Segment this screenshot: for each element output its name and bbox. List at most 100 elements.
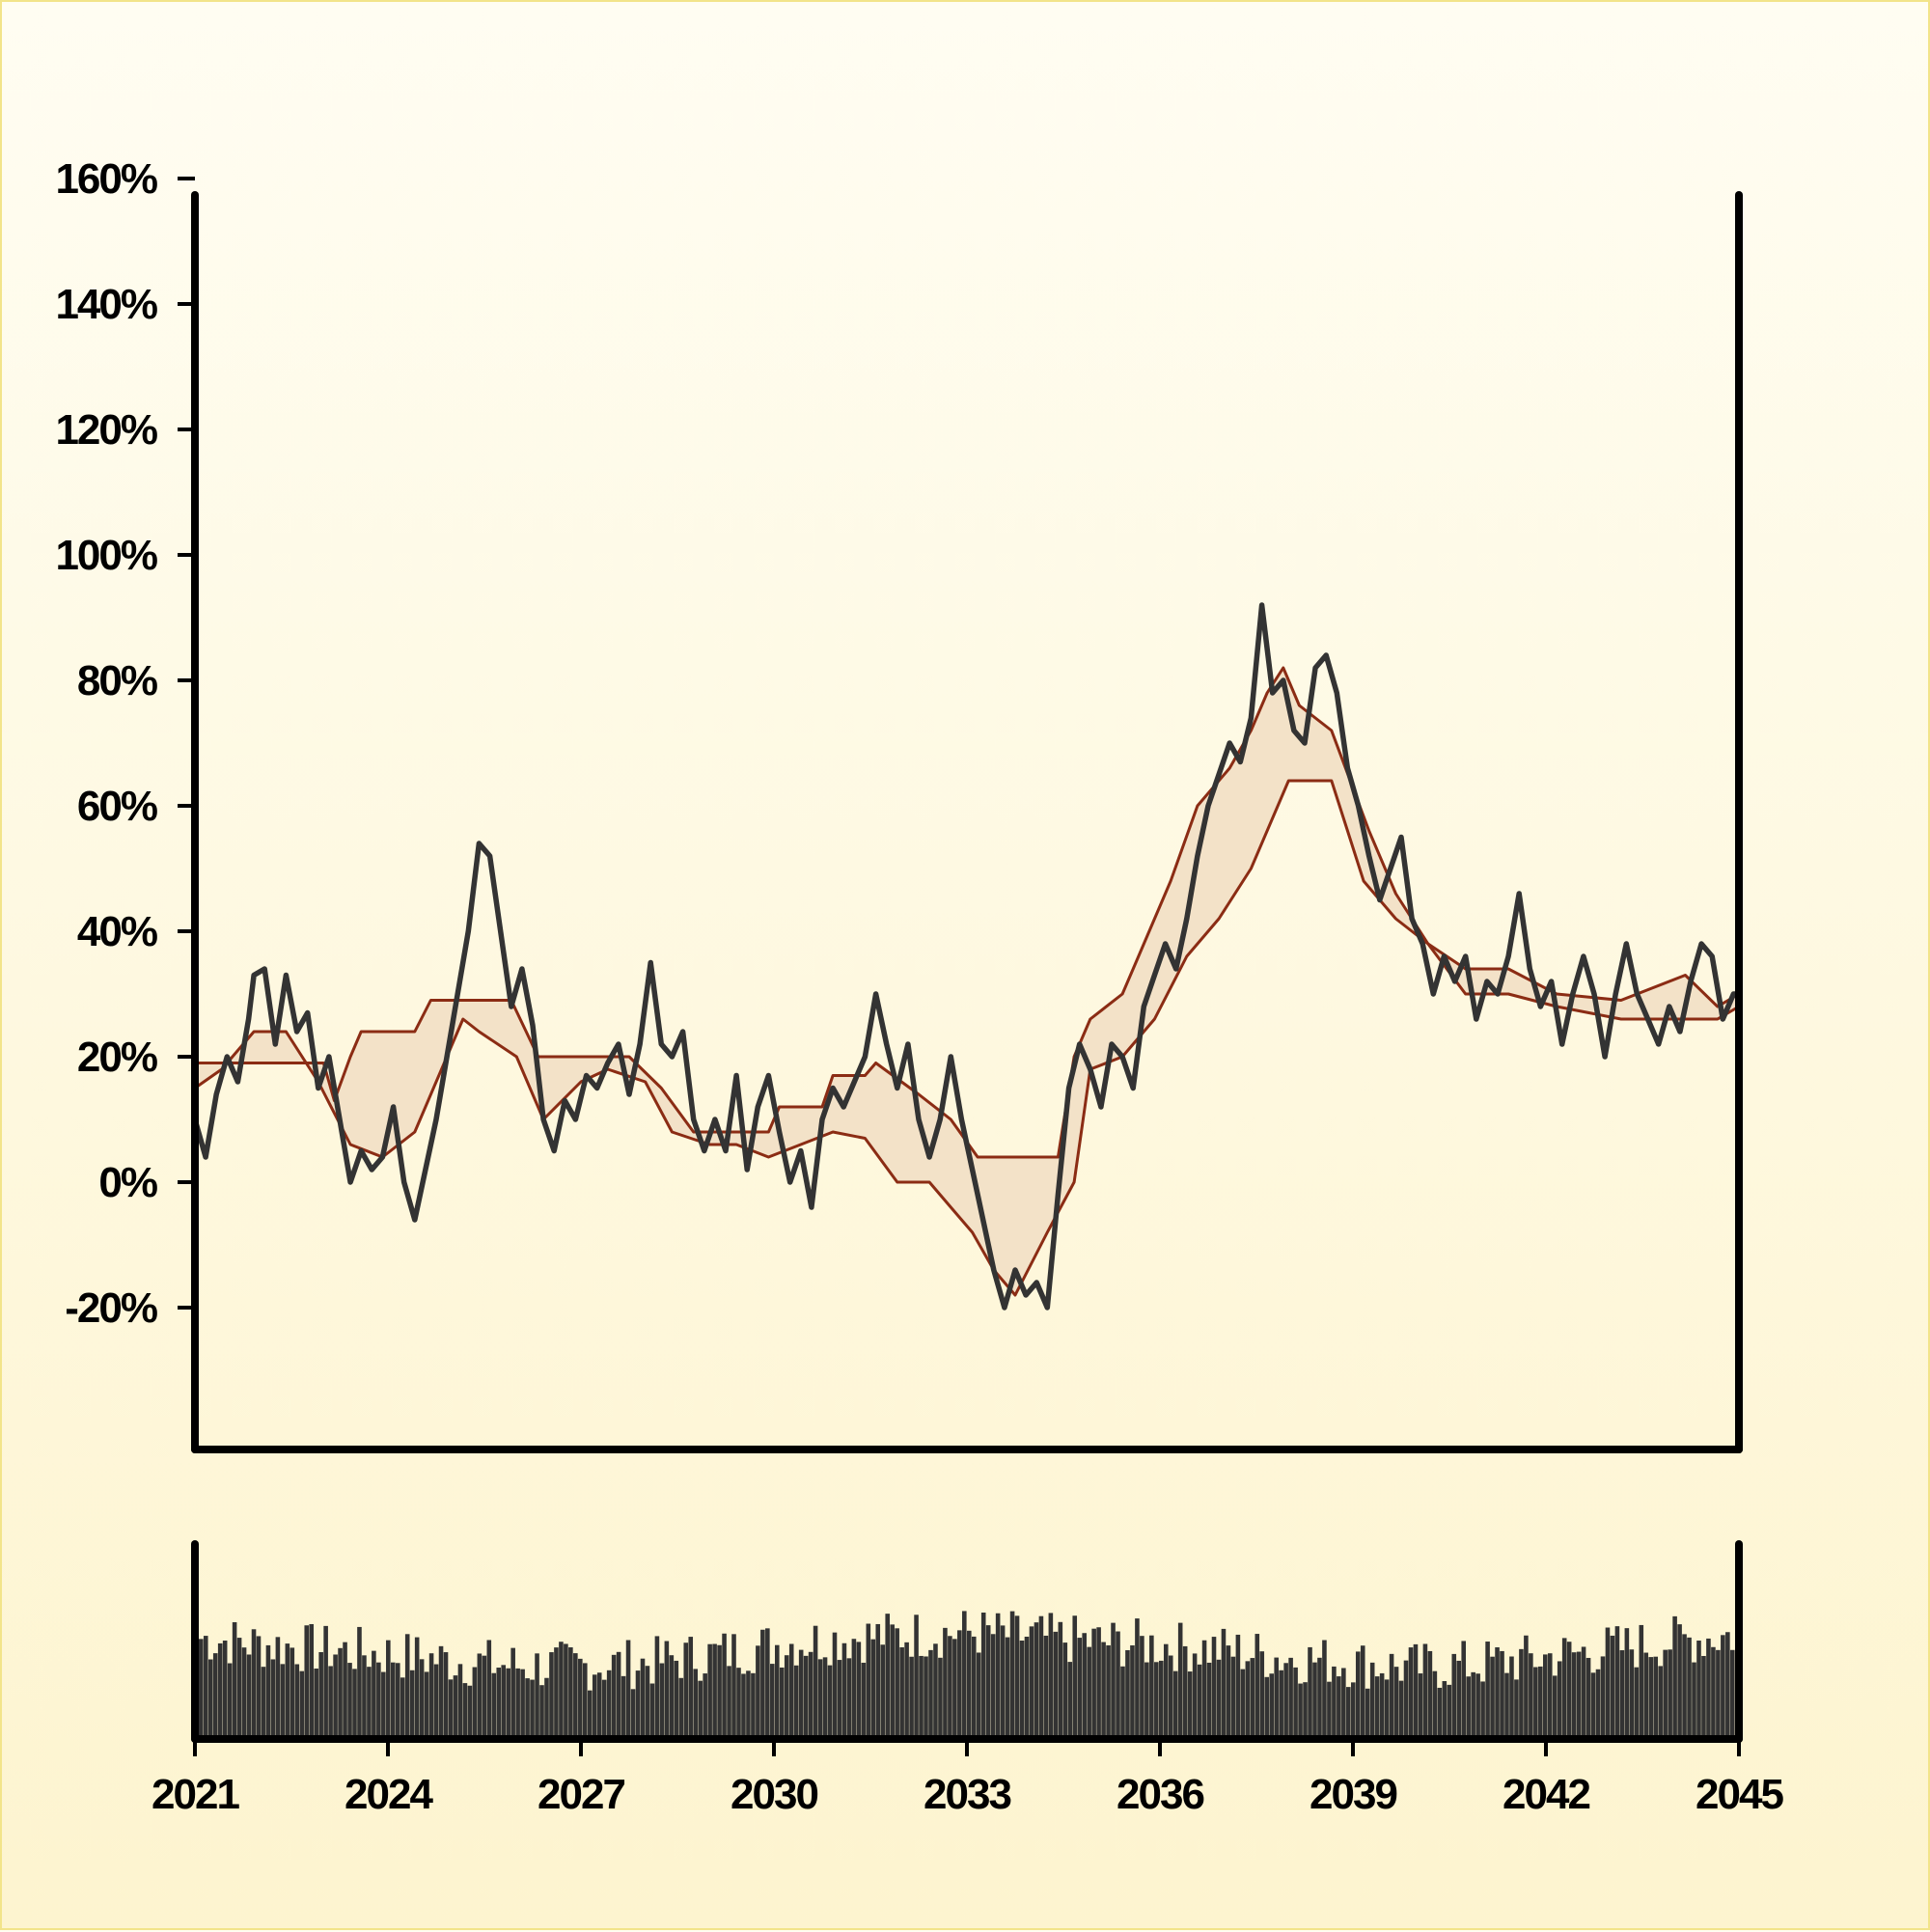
volume-bar [520, 1669, 525, 1739]
volume-bar [1140, 1636, 1144, 1739]
volume-bar [1533, 1667, 1538, 1739]
volume-bar [1293, 1667, 1298, 1739]
volume-bar [635, 1670, 641, 1739]
volume-bar [347, 1663, 352, 1739]
volume-bar [400, 1677, 405, 1739]
x-tick-label: 2030 [731, 1771, 817, 1818]
volume-bar [285, 1643, 290, 1739]
volume-bar [1279, 1670, 1283, 1739]
volume-bar [1552, 1675, 1558, 1739]
volume-bar [899, 1647, 904, 1739]
volume-bar [837, 1660, 842, 1739]
volume-bar [472, 1667, 478, 1739]
volume-bar [1283, 1663, 1288, 1739]
volume-bar [1466, 1676, 1471, 1739]
volume-bar [1365, 1688, 1370, 1739]
volume-bar [265, 1644, 271, 1739]
volume-bar [1211, 1637, 1217, 1739]
volume-bar [404, 1634, 410, 1739]
volume-bar [645, 1666, 650, 1739]
volume-bar [914, 1615, 919, 1739]
volume-bar [1312, 1662, 1317, 1739]
volume-bar [1192, 1653, 1198, 1739]
volume-bar [1398, 1680, 1404, 1739]
volume-bar [438, 1645, 444, 1739]
volume-bar [851, 1639, 857, 1739]
volume-bar [990, 1634, 996, 1739]
volume-bar [1024, 1636, 1030, 1739]
volume-bar [1427, 1650, 1433, 1739]
volume-bar [948, 1636, 952, 1739]
volume-bar [583, 1663, 588, 1739]
volume-bar [1389, 1653, 1394, 1739]
volume-bar [1538, 1666, 1543, 1739]
volume-bar [381, 1671, 386, 1739]
volume-bar [1634, 1667, 1640, 1739]
volume-bar [564, 1643, 568, 1739]
volume-bar [352, 1669, 357, 1739]
volume-bar [256, 1636, 262, 1739]
volume-bar [793, 1665, 799, 1739]
y-tick-label: 100% [55, 532, 156, 579]
volume-bar [846, 1658, 852, 1739]
volume-bar [1442, 1681, 1448, 1739]
volume-bar [428, 1653, 434, 1739]
x-tick-label: 2027 [538, 1771, 624, 1818]
volume-bar [270, 1659, 276, 1739]
y-tick-label: 80% [77, 657, 157, 704]
volume-bar [678, 1677, 684, 1739]
volume-bar [985, 1625, 991, 1739]
volume-bar [554, 1647, 559, 1739]
volume-bar [486, 1640, 492, 1739]
volume-bars [199, 1611, 1735, 1739]
volume-bar [952, 1639, 957, 1739]
volume-bar [323, 1625, 328, 1739]
volume-bar [559, 1642, 564, 1739]
x-tick-label: 2042 [1503, 1771, 1589, 1818]
volume-bar [1058, 1621, 1063, 1739]
volume-bar [712, 1643, 717, 1739]
volume-bar [611, 1654, 617, 1739]
volume-bar [1197, 1664, 1202, 1739]
volume-bar [299, 1670, 305, 1739]
volume-bar [433, 1664, 439, 1739]
volume-bar [674, 1660, 679, 1739]
volume-bar [530, 1679, 535, 1739]
volume-bar [1096, 1627, 1101, 1739]
volume-bar [765, 1628, 770, 1739]
volume-bar [1379, 1672, 1385, 1739]
volume-bar [376, 1662, 381, 1739]
volume-bar [1475, 1673, 1480, 1739]
volume-bar [506, 1668, 510, 1739]
volume-bar [357, 1626, 362, 1739]
x-tick-label: 2045 [1696, 1771, 1783, 1818]
volume-bar [453, 1675, 458, 1739]
x-tick-label: 2036 [1117, 1771, 1203, 1818]
volume-bar [962, 1611, 967, 1739]
volume-bar [1360, 1645, 1365, 1739]
volume-bar [669, 1655, 675, 1739]
volume-bar [601, 1679, 607, 1739]
volume-bar [1692, 1662, 1696, 1739]
volume-bar [924, 1656, 928, 1739]
volume-bar [1149, 1635, 1154, 1739]
volume-bar [659, 1663, 665, 1739]
volume-bar [309, 1623, 315, 1739]
volume-bar [870, 1639, 876, 1739]
volume-bar [1077, 1638, 1082, 1739]
volume-bar [919, 1655, 924, 1739]
volume-bar [736, 1668, 741, 1739]
volume-bar [1585, 1657, 1591, 1739]
volume-bar [1509, 1656, 1514, 1739]
volume-bar [1254, 1634, 1260, 1739]
volume-bar [1374, 1676, 1380, 1739]
volume-bar [343, 1642, 347, 1739]
volume-bar [1561, 1638, 1567, 1739]
volume-bar [1437, 1687, 1443, 1739]
volume-bar [1106, 1644, 1111, 1739]
volume-bar [606, 1670, 612, 1739]
volume-bar [386, 1640, 391, 1739]
volume-bar [760, 1629, 765, 1739]
volume-bar [1201, 1640, 1207, 1739]
